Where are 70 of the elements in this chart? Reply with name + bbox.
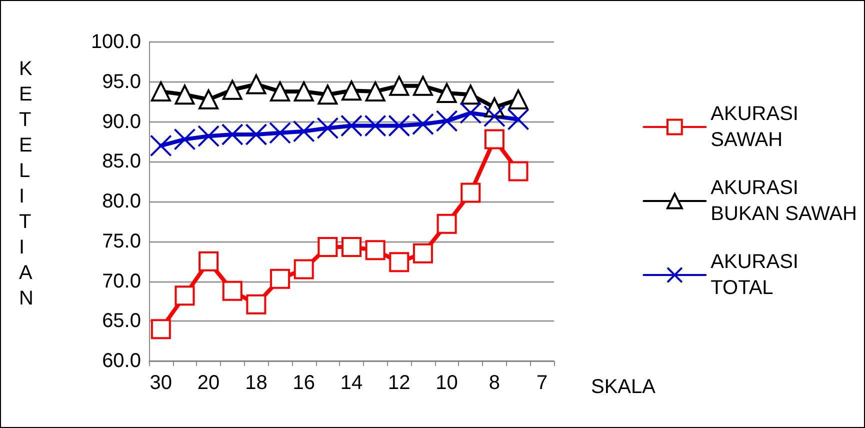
x-tick-label: 8 (488, 372, 500, 394)
point (150, 134, 172, 157)
point (245, 124, 268, 146)
point (508, 161, 528, 182)
point (507, 108, 530, 130)
point (318, 236, 338, 257)
point (365, 81, 386, 102)
point (484, 129, 504, 150)
point (508, 89, 528, 110)
y-tick-label: 100.0 (90, 31, 141, 53)
point (460, 182, 481, 203)
y-tick-label: 85.0 (102, 150, 141, 173)
x-tick-label: 30 (150, 372, 172, 394)
x-tick-label: 10 (436, 372, 458, 394)
legend-label: AKURASI TOTAL (710, 251, 798, 299)
point (150, 319, 171, 340)
point (198, 89, 219, 110)
point (340, 114, 362, 137)
point (294, 81, 314, 102)
point (483, 105, 506, 128)
y-tick-label: 70.0 (102, 270, 141, 292)
point (460, 84, 481, 105)
point (174, 84, 195, 105)
point (246, 294, 266, 314)
x-tick-label: 18 (245, 372, 268, 394)
x-tick-label: 7 (536, 372, 548, 394)
point (150, 81, 171, 102)
point (365, 240, 386, 260)
point (412, 243, 433, 264)
point (389, 76, 410, 96)
point (246, 74, 266, 94)
point (270, 268, 290, 289)
point (294, 259, 314, 280)
point (222, 280, 242, 301)
point (342, 236, 362, 257)
point (389, 252, 410, 272)
point (270, 81, 290, 102)
text: KETELITIAN (19, 58, 34, 310)
point (198, 125, 220, 148)
point (292, 120, 315, 142)
y-tick-label: 90.0 (102, 110, 141, 133)
x-tick-label: 14 (340, 372, 363, 394)
y-tick-label: 65.0 (102, 310, 141, 332)
point (342, 80, 362, 101)
y-tick-label: 75.0 (102, 230, 141, 252)
point (460, 102, 482, 124)
y-tick-label: 60.0 (102, 350, 141, 372)
legend-label: AKURASI SAWAH (710, 103, 798, 151)
point (388, 114, 410, 137)
point (269, 122, 292, 144)
x-tick-label: 16 (292, 372, 315, 394)
point (436, 214, 457, 234)
point (221, 124, 244, 146)
point (174, 286, 195, 306)
x-tick-label: 12 (388, 372, 410, 394)
point (436, 83, 457, 104)
y-tick-label: 80.0 (102, 190, 141, 212)
point (222, 80, 242, 100)
y-tick-label: 95.0 (102, 70, 141, 93)
point (318, 84, 338, 105)
legend-label: AKURASI BUKAN SAWAH (710, 177, 858, 225)
x-tick-label: 20 (197, 372, 220, 394)
x-axis-title: SKALA (591, 376, 656, 398)
point (412, 76, 433, 96)
point (412, 113, 434, 136)
point (364, 114, 386, 137)
point (436, 110, 458, 132)
point (316, 117, 339, 140)
point (174, 128, 196, 150)
point (198, 251, 219, 272)
